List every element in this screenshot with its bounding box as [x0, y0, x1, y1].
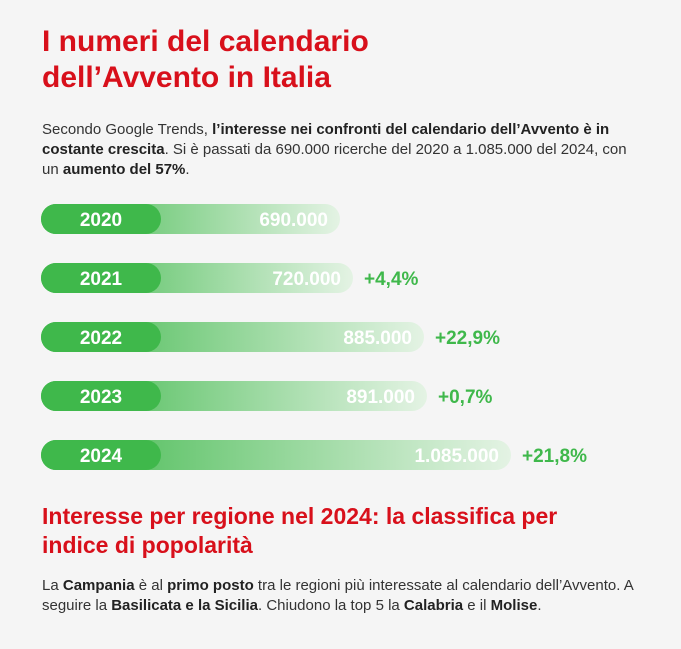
searches-bar-chart: 2020 690.000 2021 720.000 +4,4% 2022 885.000 +2…	[41, 204, 587, 470]
value-label-2021: 720.000	[272, 269, 341, 290]
bar-row-2020: 2020 690.000	[41, 204, 340, 234]
year-pill-2024	[41, 440, 161, 470]
outro-text-4: . Chiudono la top 5 la	[257, 597, 404, 614]
intro-text-3: .	[185, 161, 190, 178]
change-label-2024: +21,8%	[522, 446, 587, 467]
page-title-line-1: I numeri del calendario	[42, 25, 369, 58]
change-label-2021: +4,4%	[364, 269, 419, 290]
outro-bold-2: primo posto	[167, 577, 254, 594]
intro-bold-2: aumento del 57%	[62, 161, 186, 178]
outro-text-1: La	[42, 577, 63, 594]
outro-text-3: tra le regioni più interessate al calend…	[42, 577, 633, 614]
value-label-2022: 885.000	[343, 328, 412, 349]
value-label-2024: 1.085.000	[414, 446, 499, 467]
intro-text-1: Secondo Google Trends,	[42, 121, 213, 138]
year-label-2024: 2024	[80, 446, 123, 467]
outro-bold-4: Calabria	[403, 597, 464, 614]
intro-paragraph: Secondo Google Trends, l’interesse nei c…	[42, 120, 632, 180]
outro-bold-1: Campania	[62, 577, 135, 594]
outro-text-2: è al	[134, 577, 168, 594]
regions-paragraph: La Campania è al primo posto tra le regi…	[42, 576, 642, 616]
year-label-2021: 2021	[80, 269, 123, 290]
section-title-line-2: indice di popolarità	[42, 532, 253, 558]
year-label-2022: 2022	[80, 328, 122, 349]
outro-text-5: e il	[463, 597, 491, 614]
page-title-line-2: dell’Avvento in Italia	[42, 61, 331, 94]
change-label-2023: +0,7%	[438, 387, 493, 408]
section-title: Interesse per regione nel 2024: la class…	[42, 502, 642, 560]
outro-bold-3: Basilicata e la Sicilia	[111, 597, 258, 614]
value-label-2020: 690.000	[259, 210, 328, 231]
outro-text-6: .	[537, 597, 542, 614]
intro-text-2: . Si è passati da 690.000 ricerche del 2…	[42, 141, 627, 178]
year-label-2023: 2023	[80, 387, 122, 408]
outro-bold-5: Molise	[490, 597, 538, 614]
year-pill-2023	[41, 381, 161, 411]
intro-bold-1: l’interesse nei confronti del calendario…	[42, 121, 610, 158]
bar-row-2023: 2023 891.000 +0,7%	[41, 381, 493, 411]
bar-row-2021: 2021 720.000 +4,4%	[41, 263, 419, 293]
change-label-2022: +22,9%	[435, 328, 500, 349]
page-title: I numeri del calendario dell’Avvento in …	[42, 24, 602, 96]
year-pill-2021	[41, 263, 161, 293]
bar-row-2022: 2022 885.000 +22,9%	[41, 322, 500, 352]
bar-row-2024: 2024 1.085.000 +21,8%	[41, 440, 587, 470]
section-title-line-1: Interesse per regione nel 2024: la class…	[42, 503, 558, 529]
year-pill-2022	[41, 322, 161, 352]
year-label-2020: 2020	[80, 210, 122, 231]
year-pill-2020	[41, 204, 161, 234]
value-label-2023: 891.000	[346, 387, 415, 408]
